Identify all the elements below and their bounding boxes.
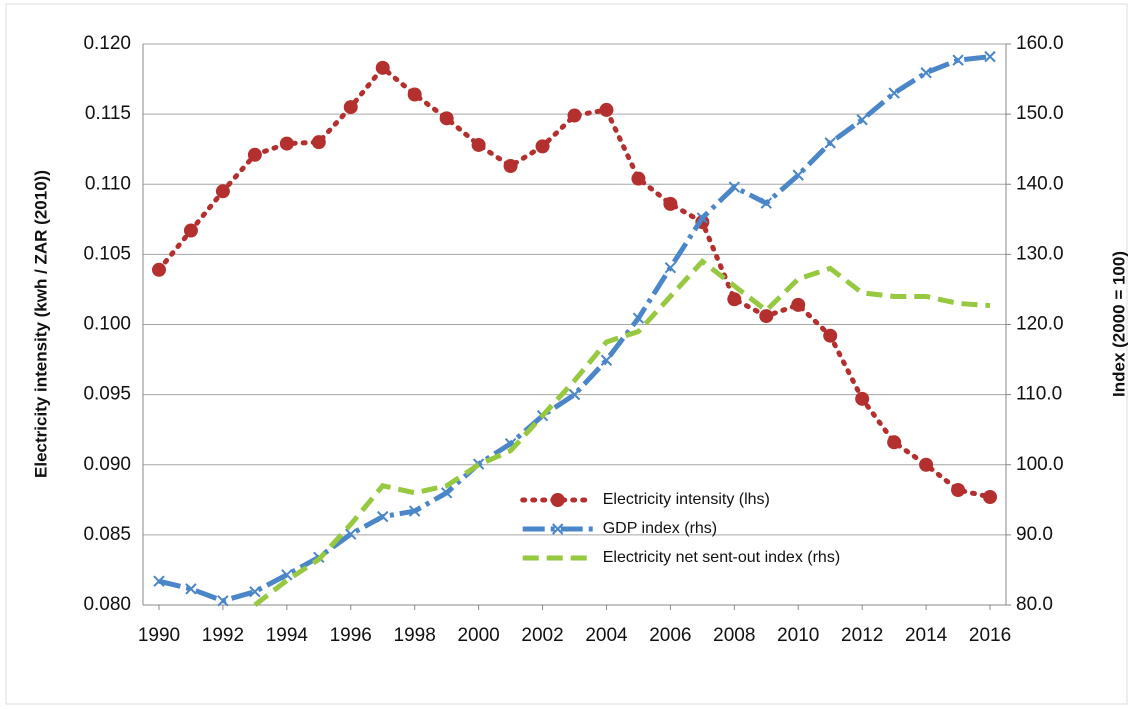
point: [185, 583, 197, 595]
point: [247, 147, 262, 162]
x-tick-label: 2010: [777, 625, 819, 646]
point: [759, 309, 774, 324]
point: [983, 490, 998, 505]
point: [951, 482, 966, 497]
point: [599, 102, 614, 117]
x-tick-label: 2016: [969, 625, 1011, 646]
point: [888, 87, 900, 99]
y2-tick-label: 100.0: [1016, 454, 1064, 475]
y2-axis-title: Index (2000 = 100): [1109, 251, 1128, 397]
x-tick-label: 2012: [841, 625, 883, 646]
x-tick-label: 2000: [457, 625, 499, 646]
point: [727, 292, 742, 307]
point: [503, 159, 518, 174]
point: [375, 60, 390, 75]
x-tick-label: 1992: [202, 625, 244, 646]
x-tick-label: 2014: [905, 625, 948, 646]
y-tick-label: 0.120: [83, 33, 131, 54]
point: [377, 510, 389, 523]
y2-tick-label: 80.0: [1016, 594, 1053, 615]
point: [343, 100, 358, 115]
x-tick-label: 2002: [521, 625, 563, 646]
x-tick-label: 1994: [266, 625, 309, 646]
point: [568, 388, 581, 401]
y-tick-label: 0.100: [83, 314, 131, 335]
point: [791, 297, 806, 312]
point: [535, 139, 550, 154]
point: [920, 67, 932, 79]
point: [823, 328, 838, 343]
point: [856, 114, 868, 126]
point: [281, 569, 293, 581]
y2-tick-label: 160.0: [1016, 33, 1064, 54]
point: [760, 197, 772, 209]
point: [279, 136, 294, 151]
x-tick-label: 1990: [138, 625, 180, 646]
point: [664, 261, 677, 274]
y-tick-label: 0.115: [85, 103, 131, 124]
y-tick-label: 0.085: [83, 524, 131, 545]
legend-label: Electricity net sent-out index (rhs): [603, 549, 840, 566]
y2-tick-label: 90.0: [1016, 524, 1053, 545]
point: [632, 312, 645, 324]
x-tick-label: 1996: [330, 625, 372, 646]
x-tick-label: 2006: [649, 625, 691, 646]
point: [183, 223, 198, 238]
x-tick-label: 2008: [713, 625, 755, 646]
y-tick-label: 0.105: [83, 243, 131, 264]
legend-marker: [550, 493, 565, 507]
y-tick-label: 0.110: [85, 173, 131, 194]
point: [440, 487, 453, 499]
y-axis-title: Electricity intensity (kwh / ZAR (2010)): [31, 170, 50, 478]
point: [952, 54, 964, 66]
series-line: [158, 54, 991, 604]
y2-tick-label: 140.0: [1016, 173, 1064, 194]
point: [919, 457, 934, 472]
y2-tick-label: 130.0: [1016, 243, 1064, 264]
y-tick-label: 0.080: [83, 594, 131, 615]
point: [887, 435, 902, 450]
point: [600, 354, 613, 366]
y2-tick-label: 150.0: [1016, 103, 1064, 124]
point: [153, 575, 165, 587]
x-tick-label: 1998: [394, 625, 436, 646]
legend-label: Electricity intensity (lhs): [603, 491, 770, 508]
point: [345, 528, 357, 540]
point: [151, 262, 166, 277]
point: [249, 585, 261, 598]
point: [215, 184, 230, 199]
point: [728, 181, 741, 193]
point: [855, 391, 870, 406]
point: [984, 50, 996, 63]
y2-tick-label: 120.0: [1016, 314, 1064, 335]
legend-label: GDP index (rhs): [603, 520, 717, 537]
point: [696, 212, 709, 224]
point: [792, 169, 804, 181]
point: [471, 137, 486, 152]
frame: [5, 3, 1128, 705]
x-tick-label: 2004: [585, 625, 628, 646]
legend: Electricity intensity (lhs) GDP index (rh…: [520, 491, 840, 566]
point: [408, 505, 421, 517]
point: [663, 196, 678, 211]
legend-marker: [552, 523, 564, 535]
series-line: [156, 64, 993, 500]
point: [407, 87, 422, 102]
series-line: [253, 258, 991, 607]
point: [631, 171, 646, 186]
point: [439, 111, 454, 126]
point: [824, 137, 836, 149]
point: [567, 108, 582, 123]
point: [217, 595, 229, 607]
y2-tick-label: 110.0: [1016, 384, 1062, 405]
point: [311, 135, 326, 150]
y-tick-label: 0.095: [83, 384, 131, 405]
y-tick-label: 0.090: [83, 454, 131, 475]
